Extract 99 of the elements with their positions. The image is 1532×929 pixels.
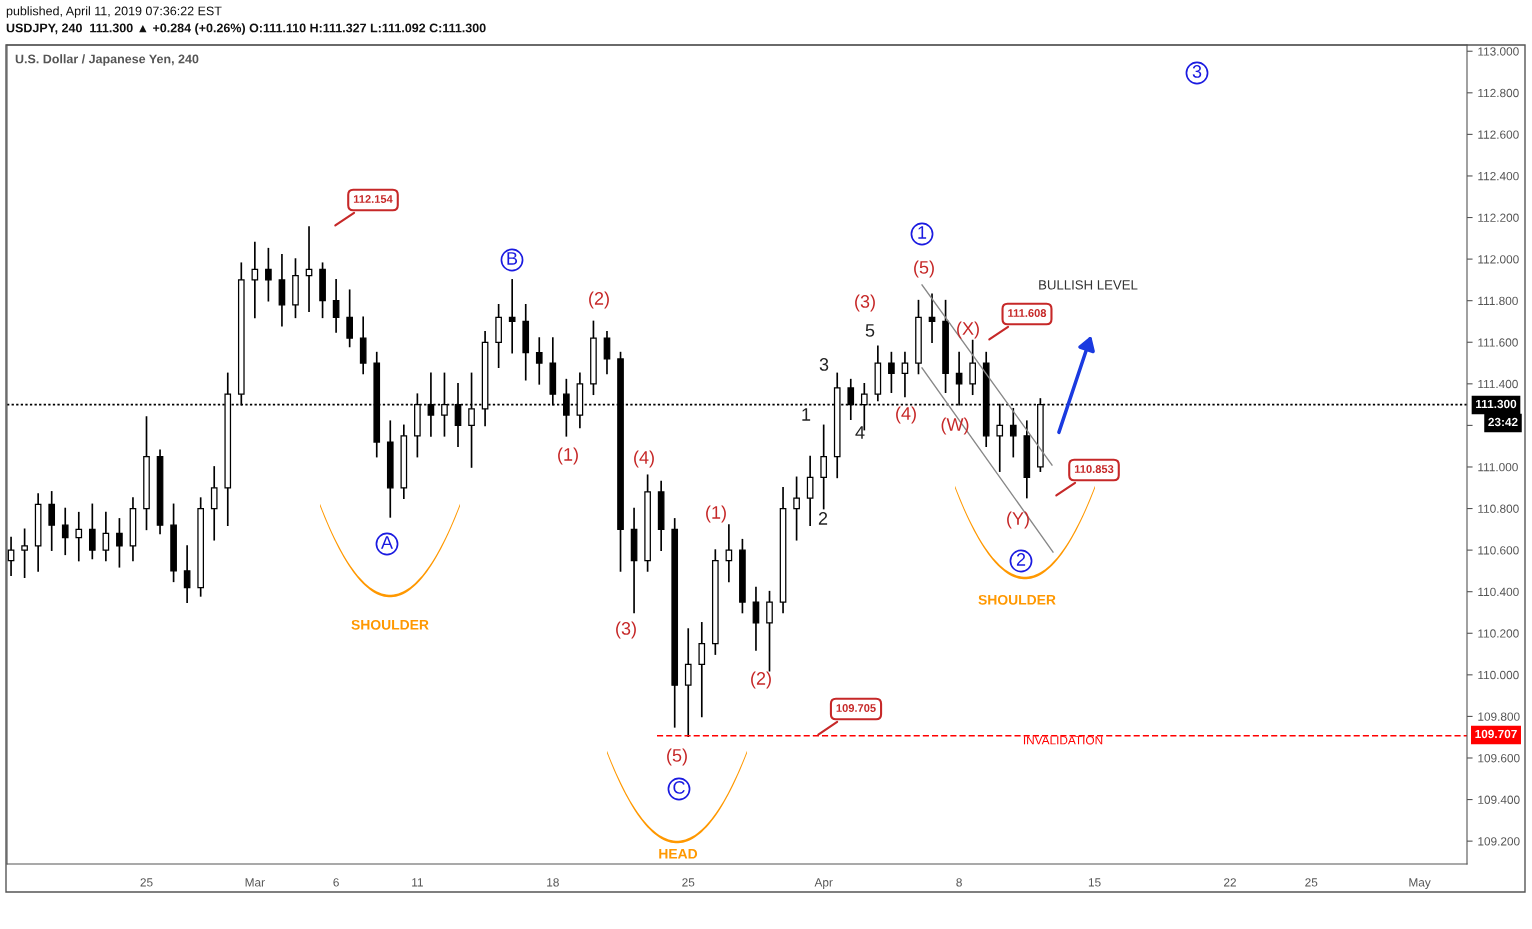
annotation: 4 xyxy=(855,426,865,439)
annotation: 2 xyxy=(1016,553,1026,566)
annotation: (X) xyxy=(957,321,979,339)
text: USDJPY, 240 111.300 ▲ +0.284 (+0.26%) O:111.110 H:111.327 L:111.092 C:111.300 xyxy=(6,23,486,35)
candlestick xyxy=(21,528,28,578)
y-tick-label: 110.400 xyxy=(1478,587,1519,597)
candlestick xyxy=(48,491,56,551)
x-tick-label: 8 xyxy=(956,878,962,887)
y-tick-label: 111.400 xyxy=(1478,379,1518,389)
y-tick-label: 111.000 xyxy=(1478,463,1518,472)
annotation: (5) xyxy=(914,260,934,278)
annotation: 3 xyxy=(819,358,829,371)
x-tick-label: 11 xyxy=(412,878,423,887)
candlestick xyxy=(7,536,15,576)
candlestick xyxy=(603,331,611,375)
candlestick xyxy=(75,511,83,562)
candlestick xyxy=(346,289,353,348)
annotation: (5) xyxy=(667,748,687,766)
y-tick-label: 112.800 xyxy=(1478,88,1519,98)
candlestick xyxy=(766,590,773,672)
text: 23:42 xyxy=(1488,417,1518,427)
y-tick-label: 111.800 xyxy=(1478,296,1518,306)
candlestick xyxy=(752,586,760,651)
text: published, April 11, 2019 07:36:22 EST xyxy=(6,6,222,18)
candlestick xyxy=(725,524,733,583)
text: 111.300 xyxy=(1476,399,1517,409)
candlestick xyxy=(535,337,543,385)
y-tick-label: 110.200 xyxy=(1478,629,1519,638)
candlestick xyxy=(508,279,516,354)
candlestick xyxy=(969,339,976,396)
y-tick-label: 110.000 xyxy=(1478,670,1519,680)
annotation: (4) xyxy=(634,450,654,468)
annotation: (1) xyxy=(706,505,726,523)
annotation: (4) xyxy=(896,406,916,424)
y-tick-label: 112.600 xyxy=(1478,130,1519,139)
y-tick-label: 109.800 xyxy=(1478,712,1520,721)
x-tick-label: 25 xyxy=(140,878,153,887)
annotation: 5 xyxy=(865,324,875,337)
annotation: BULLISH LEVEL xyxy=(1039,280,1138,290)
candlestick xyxy=(332,279,340,333)
candlestick xyxy=(684,628,692,737)
annotation: B xyxy=(507,252,518,265)
candlestick xyxy=(1009,407,1017,458)
candlestick xyxy=(61,507,69,556)
y-tick-label: 111.600 xyxy=(1478,338,1518,347)
annotation: (2) xyxy=(589,291,609,309)
annotation: 3 xyxy=(1192,65,1202,78)
ref-line-label: INVALIDATION xyxy=(1023,736,1103,745)
y-tick-label: 113.000 xyxy=(1478,47,1519,56)
candlestick xyxy=(210,466,218,541)
text: U.S. Dollar / Japanese Yen, 240 xyxy=(15,54,199,66)
candlestick xyxy=(806,455,814,527)
candlestick xyxy=(698,622,706,718)
annotation: (3) xyxy=(616,621,636,639)
y-tick-label: 112.400 xyxy=(1478,171,1519,181)
annotation: (2) xyxy=(751,671,771,689)
y-tick-label: 109.400 xyxy=(1478,795,1520,804)
annotation: 111.608 xyxy=(1008,309,1047,317)
text: 109.707 xyxy=(1475,729,1517,739)
candlestick xyxy=(183,545,191,603)
annotation: (W) xyxy=(941,417,969,435)
candlestick xyxy=(102,511,110,562)
x-tick-label: May xyxy=(1409,878,1431,889)
y-tick-label: 109.200 xyxy=(1478,837,1520,846)
x-tick-label: 22 xyxy=(1224,878,1236,887)
y-tick-label: 110.800 xyxy=(1478,504,1519,513)
annotation: HEAD xyxy=(659,849,698,859)
annotation: SHOULDER xyxy=(351,619,429,630)
annotation: (1) xyxy=(558,447,578,465)
x-tick-label: 15 xyxy=(1088,878,1101,887)
annotation: C xyxy=(673,781,685,794)
annotation: (3) xyxy=(855,294,875,312)
annotation: 110.853 xyxy=(1074,465,1114,473)
candlestick xyxy=(888,351,895,393)
x-tick-label: 25 xyxy=(682,878,695,887)
candlestick xyxy=(88,503,96,560)
annotation: 112.154 xyxy=(353,195,393,203)
candlestick xyxy=(265,247,272,302)
candlestick xyxy=(820,424,828,510)
y-tick-label: 112.000 xyxy=(1478,255,1519,264)
x-tick-label: Mar xyxy=(245,878,265,887)
annotation: 2 xyxy=(818,512,828,525)
x-tick-label: 18 xyxy=(547,878,559,887)
annotation: 1 xyxy=(918,226,927,239)
annotation: 109.705 xyxy=(836,704,876,712)
x-tick-label: Apr xyxy=(814,878,833,889)
x-tick-label: 6 xyxy=(333,878,339,887)
candlestick xyxy=(901,351,909,398)
y-tick-label: 112.200 xyxy=(1478,213,1519,222)
annotation: SHOULDER xyxy=(978,594,1056,605)
x-tick-label: 25 xyxy=(1305,878,1318,887)
candlestick xyxy=(793,476,800,541)
y-tick-label: 109.600 xyxy=(1478,754,1520,763)
candlestick xyxy=(251,241,259,319)
candlestick xyxy=(116,518,123,568)
annotation: A xyxy=(381,536,393,549)
annotation: (Y) xyxy=(1007,511,1029,529)
annotation: 1 xyxy=(802,408,811,421)
y-tick-label: 110.600 xyxy=(1478,546,1519,555)
